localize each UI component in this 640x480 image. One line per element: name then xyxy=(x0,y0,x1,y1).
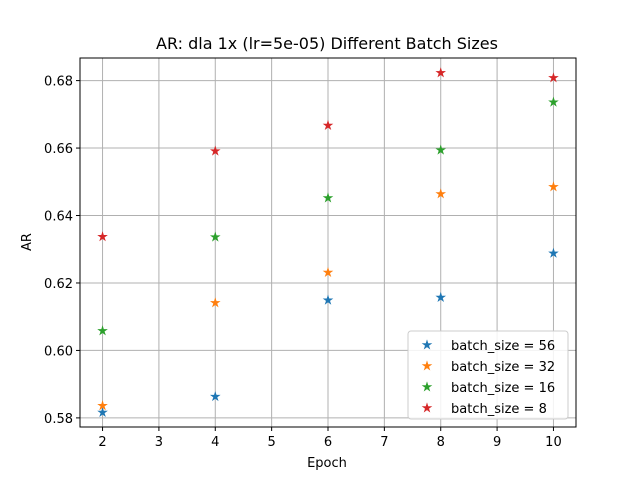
data-point xyxy=(548,72,559,83)
x-tick-label: 5 xyxy=(267,435,275,450)
data-point xyxy=(435,291,447,302)
legend-entry-label: batch_size = 16 xyxy=(451,381,555,396)
y-tick-label: 0.68 xyxy=(44,75,73,90)
data-point xyxy=(209,145,221,156)
legend-entry-label: batch_size = 56 xyxy=(451,339,555,354)
data-point xyxy=(209,297,221,308)
data-point xyxy=(548,181,559,192)
legend-box xyxy=(407,330,569,420)
data-point xyxy=(209,231,221,242)
legend-marker xyxy=(421,360,433,371)
y-tick-label: 0.64 xyxy=(44,210,73,225)
data-point xyxy=(209,391,221,402)
legend-entry-label: batch_size = 8 xyxy=(451,402,547,417)
data-point xyxy=(322,266,334,278)
x-tick-label: 4 xyxy=(211,435,219,450)
x-tick-label: 7 xyxy=(380,435,388,450)
axis-ticks: 2 3 4 5 6 7 8 9 10 0.58 0.60 0.62 0.64 0.66 0.68 xyxy=(44,75,562,450)
x-tick-label: 2 xyxy=(98,435,106,450)
data-point xyxy=(548,247,559,258)
x-tick-label: 10 xyxy=(545,435,562,450)
data-point xyxy=(97,231,108,242)
data-point xyxy=(435,67,447,78)
data-points xyxy=(97,67,559,418)
legend-marker xyxy=(421,381,433,392)
x-axis-label: Epoch xyxy=(307,456,347,471)
y-axis-label: AR xyxy=(20,233,35,251)
data-point xyxy=(322,192,334,203)
legend-marker xyxy=(421,402,433,413)
y-tick-label: 0.62 xyxy=(44,277,73,292)
data-point xyxy=(97,400,108,411)
legend-marker xyxy=(421,339,433,350)
data-point xyxy=(97,406,108,418)
data-point xyxy=(435,188,447,199)
y-tick-label: 0.58 xyxy=(44,412,73,427)
x-tick-label: 6 xyxy=(324,435,332,450)
y-tick-label: 0.66 xyxy=(44,142,73,157)
legend-entry-label: batch_size = 32 xyxy=(451,360,555,375)
data-point xyxy=(322,119,334,130)
x-tick-label: 3 xyxy=(155,435,163,450)
x-tick-label: 9 xyxy=(493,435,501,450)
x-tick-label: 8 xyxy=(437,435,445,450)
y-tick-label: 0.60 xyxy=(44,344,73,359)
chart-title: AR: dla 1x (lr=5e-05) Different Batch Si… xyxy=(156,34,498,53)
data-point xyxy=(435,144,447,155)
data-point xyxy=(97,325,108,336)
data-point xyxy=(322,294,334,305)
data-point xyxy=(548,96,559,107)
legend: batch_size = 56 batch_size = 32 batch_size… xyxy=(407,330,569,420)
